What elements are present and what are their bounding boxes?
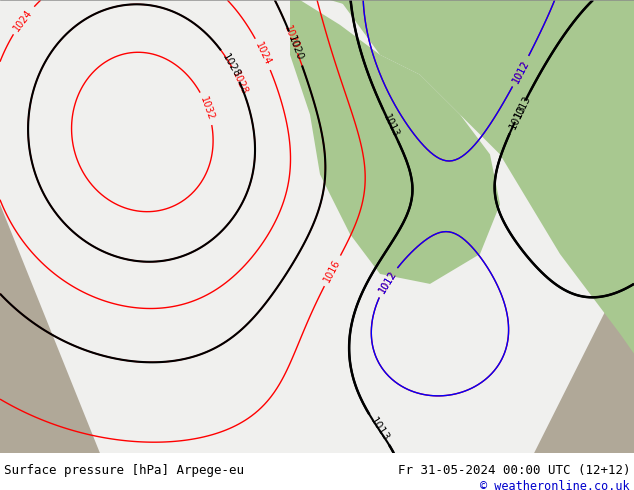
Polygon shape <box>290 0 500 284</box>
Text: 1020: 1020 <box>282 24 301 50</box>
Text: 1020: 1020 <box>287 34 305 63</box>
Text: Fr 31-05-2024 00:00 UTC (12+12): Fr 31-05-2024 00:00 UTC (12+12) <box>398 464 630 477</box>
Polygon shape <box>340 0 634 354</box>
Text: © weatheronline.co.uk: © weatheronline.co.uk <box>481 480 630 490</box>
Text: 1012: 1012 <box>510 58 531 84</box>
Polygon shape <box>0 0 634 74</box>
Text: 1012: 1012 <box>510 58 531 84</box>
Text: 1016: 1016 <box>322 258 342 284</box>
Text: 1013: 1013 <box>368 416 391 443</box>
Polygon shape <box>0 0 205 453</box>
Polygon shape <box>0 0 634 453</box>
Text: Surface pressure [hPa] Arpege-eu: Surface pressure [hPa] Arpege-eu <box>4 464 244 477</box>
Text: 1024: 1024 <box>254 41 273 68</box>
Text: 1028: 1028 <box>220 51 242 79</box>
Text: 1013: 1013 <box>507 103 527 131</box>
Text: 1012: 1012 <box>377 269 398 295</box>
Text: 1032: 1032 <box>198 95 216 122</box>
Text: 1024: 1024 <box>12 7 34 33</box>
Text: 1028: 1028 <box>230 70 249 96</box>
Text: 1013: 1013 <box>512 93 533 120</box>
Text: 1012: 1012 <box>377 269 398 295</box>
Text: 1013: 1013 <box>381 112 401 139</box>
Polygon shape <box>430 0 634 453</box>
Polygon shape <box>330 0 634 324</box>
